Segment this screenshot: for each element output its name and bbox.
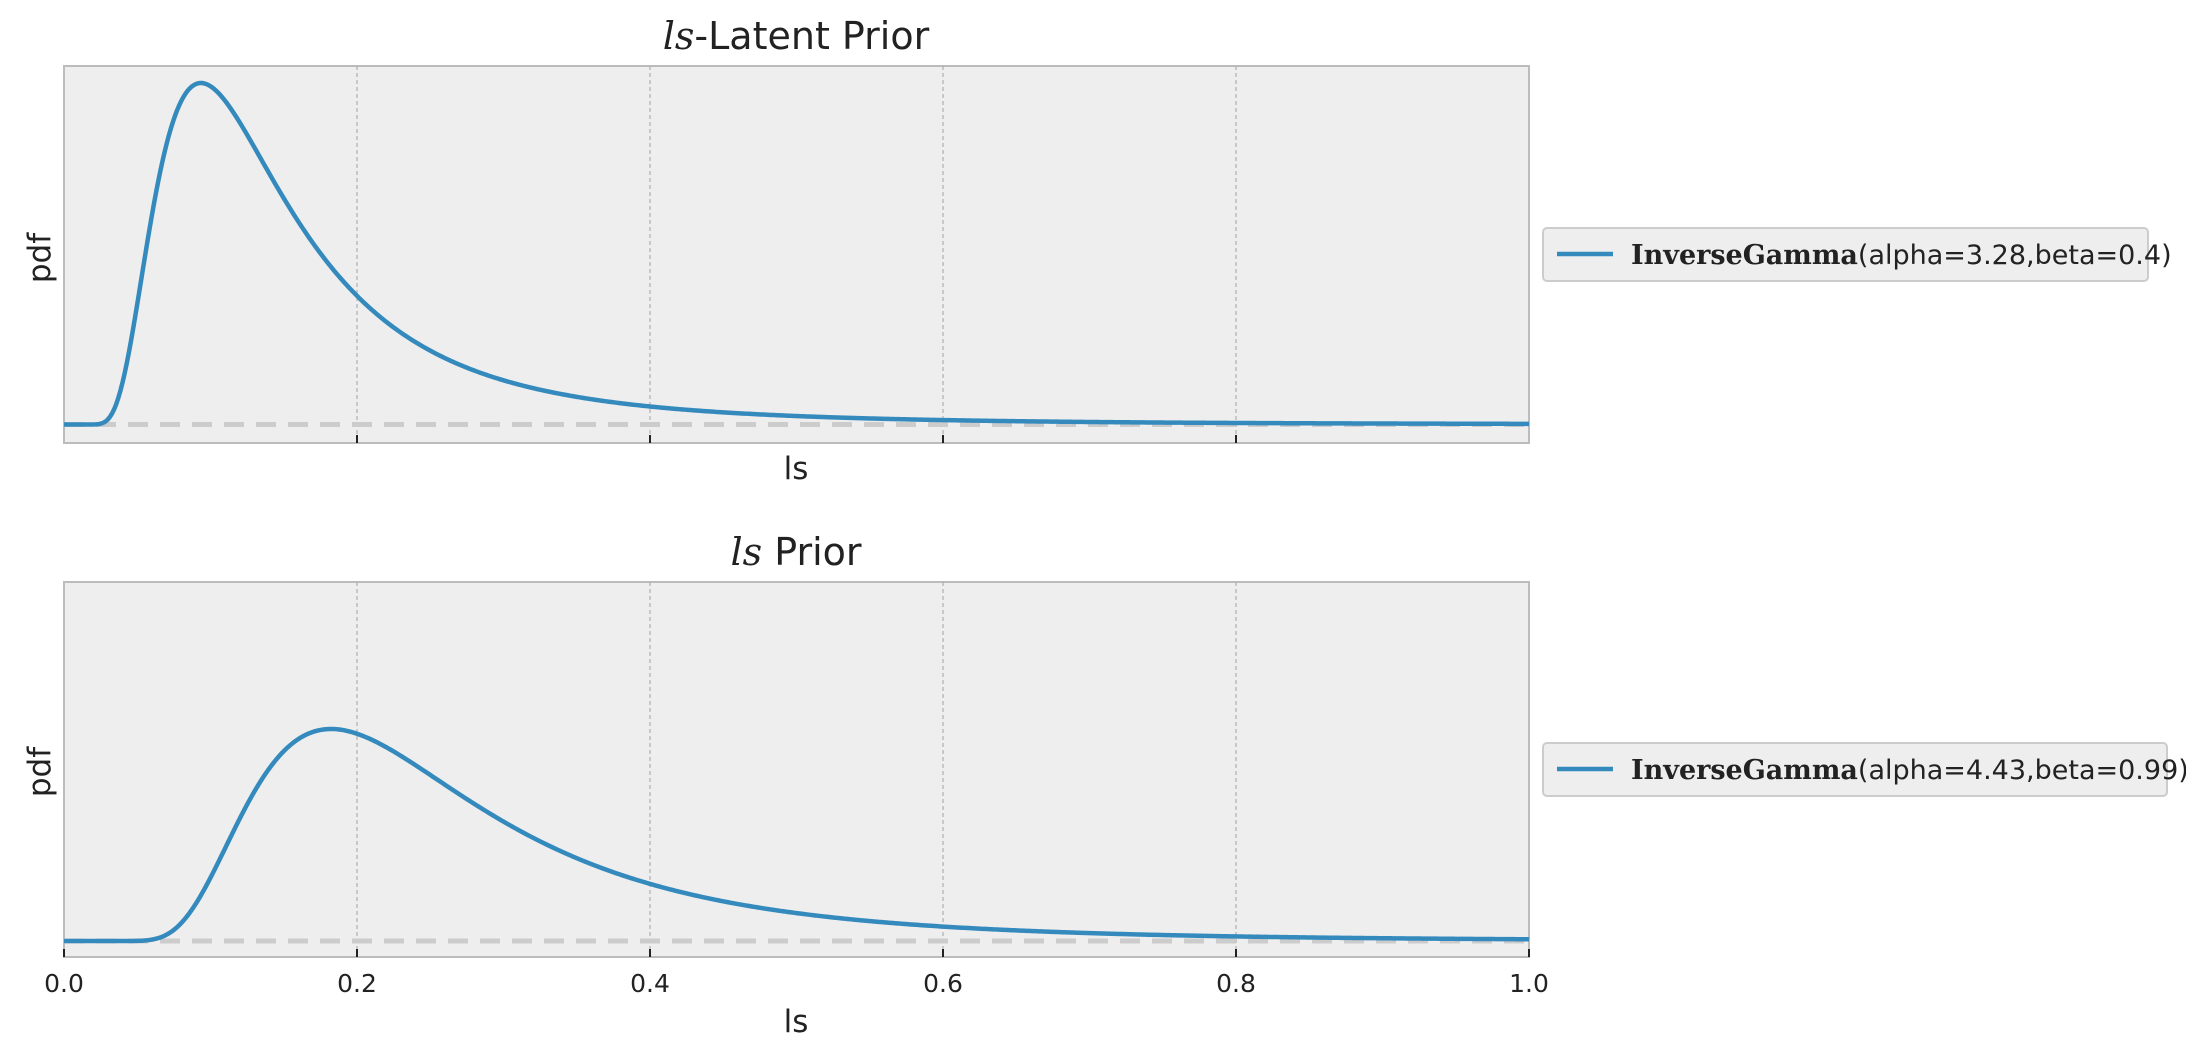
x-axis-label: ls — [784, 1004, 809, 1040]
x-tick-label: 0.6 — [923, 969, 963, 998]
legend-params: (alpha=3.28,beta=0.4) — [1858, 240, 2172, 271]
legend-label: InverseGamma(alpha=3.28,beta=0.4) — [1631, 240, 2172, 271]
legend-frame — [1542, 227, 2149, 282]
x-tick-label: 0.2 — [337, 969, 377, 998]
legend: InverseGamma(alpha=4.43,beta=0.99) — [1542, 742, 2186, 797]
x-tick-label: 1.0 — [1509, 969, 1549, 998]
x-tick-label: 0.0 — [44, 969, 84, 998]
plot-area — [63, 65, 1530, 444]
y-axis-label: pdf — [22, 232, 58, 283]
y-axis-label: pdf — [22, 746, 58, 797]
subplot-prior: 0.0 0.2 0.4 0.6 0.8 1.0 ls Prior ls pdf Inver… — [22, 530, 2186, 1040]
subplot-latent-prior: ls-Latent Prior ls pdf InverseGamma(alph… — [22, 14, 2172, 487]
x-ticks: 0.0 0.2 0.4 0.6 0.8 1.0 — [44, 949, 1549, 998]
title-math: ls — [730, 530, 762, 574]
legend-frame — [1542, 742, 2168, 797]
x-tick-label: 0.8 — [1216, 969, 1256, 998]
series-line — [64, 80, 1529, 427]
plot-area — [63, 581, 1530, 958]
title-text: -Latent Prior — [694, 14, 929, 58]
x-tick-label: 0.4 — [630, 969, 670, 998]
x-ticks — [356, 435, 1237, 443]
chart-title: ls Prior — [730, 530, 861, 574]
legend-params: (alpha=4.43,beta=0.99) — [1858, 755, 2186, 786]
series-line — [64, 726, 1530, 944]
legend: InverseGamma(alpha=3.28,beta=0.4) — [1542, 227, 2172, 282]
title-text: Prior — [762, 530, 862, 574]
title-math: ls — [663, 14, 695, 58]
legend-dist-name: InverseGamma — [1631, 755, 1858, 786]
legend-dist-name: InverseGamma — [1631, 240, 1858, 271]
legend-label: InverseGamma(alpha=4.43,beta=0.99) — [1631, 755, 2186, 786]
x-axis-label: ls — [784, 451, 809, 487]
chart-title: ls-Latent Prior — [663, 14, 930, 58]
